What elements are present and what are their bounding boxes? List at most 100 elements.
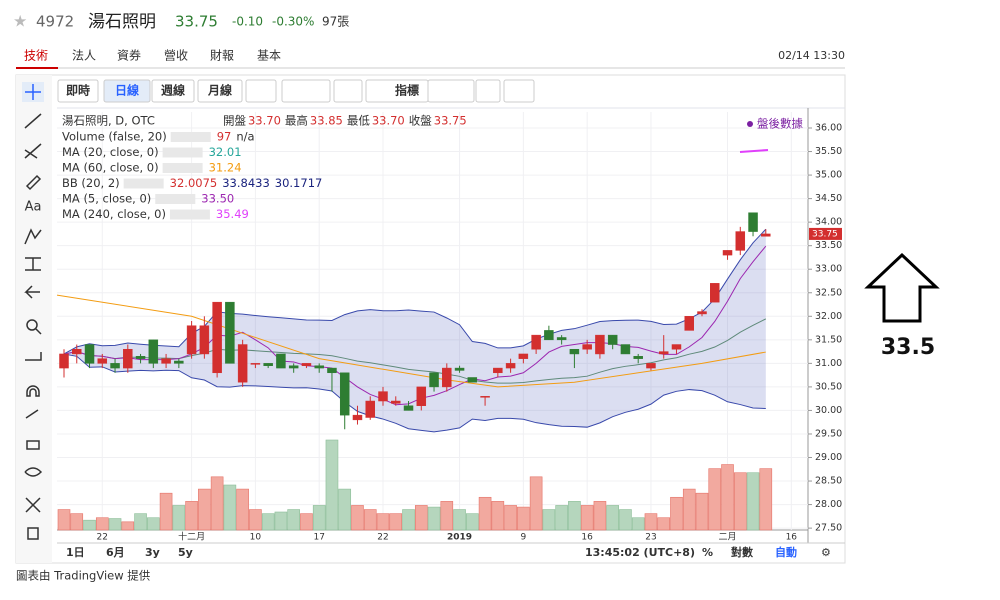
indicator-value: 35.49 <box>216 207 249 221</box>
volume-bar <box>504 505 517 531</box>
percent-toggle[interactable]: % <box>702 546 713 559</box>
candle-body <box>454 367 465 371</box>
candle-body <box>123 348 133 369</box>
candle-body <box>416 386 427 406</box>
icon-button[interactable] <box>475 79 501 103</box>
volume-bar <box>274 511 288 531</box>
range-button[interactable]: 6月 <box>106 546 125 559</box>
range-button[interactable]: 3y <box>145 546 160 559</box>
volume: 97張 <box>322 15 349 29</box>
candle-body <box>225 301 235 364</box>
indicator-controls[interactable] <box>123 178 164 189</box>
candle-body <box>212 301 222 374</box>
volume-bar <box>312 505 326 531</box>
volume-bar <box>491 501 505 531</box>
auto-toggle[interactable]: 自動 <box>775 545 797 559</box>
tab[interactable]: 資券 <box>117 48 141 63</box>
indicator-controls[interactable] <box>162 163 203 173</box>
log-toggle[interactable]: 對數 <box>731 545 753 559</box>
candle-body <box>671 344 682 350</box>
icon-button[interactable] <box>245 79 277 103</box>
tab[interactable]: 財報 <box>210 48 234 63</box>
tab[interactable]: 技術 <box>24 49 48 63</box>
volume-bar <box>287 509 300 531</box>
legend-title: 湯石照明, D, OTC <box>62 114 155 128</box>
volume-bar <box>261 513 275 531</box>
y-tick-label: 30.00 <box>815 405 842 416</box>
candle-body <box>391 400 401 404</box>
indicator-name: MA (5, close, 0) <box>62 192 151 206</box>
candle-body <box>429 372 439 388</box>
star[interactable]: ★ <box>13 12 27 31</box>
volume-bar <box>363 509 377 531</box>
candle-body <box>684 316 694 331</box>
toolbar-button[interactable] <box>103 79 151 103</box>
volume-bar <box>376 513 390 531</box>
volume-bar <box>402 509 415 531</box>
indicator-controls[interactable] <box>170 132 211 142</box>
toolbar-button[interactable] <box>151 79 195 103</box>
volume-bar <box>453 509 466 531</box>
candle-body <box>646 363 656 369</box>
volume-bar <box>108 518 122 531</box>
volume-bar <box>389 513 403 531</box>
x-tick-label: 16 <box>786 533 798 543</box>
datetime: 02/14 13:30 <box>778 49 845 62</box>
range-button[interactable]: 1日 <box>66 546 85 559</box>
indicator-controls[interactable] <box>162 147 203 158</box>
settings[interactable]: ⚙ <box>821 546 831 559</box>
volume-bar <box>695 492 709 531</box>
toolbar-label: 月線 <box>207 83 232 98</box>
candle-body <box>199 325 210 355</box>
volume-bar <box>300 513 313 531</box>
toolbar-button[interactable] <box>197 79 243 103</box>
icon-button[interactable] <box>503 79 535 103</box>
volume-bar <box>57 509 71 531</box>
volume-bar <box>249 509 262 531</box>
bottom-bar: 1日 6月 3y 5y 13:45:02 (UTC+8)% 對數 自動 ⚙ <box>66 545 831 559</box>
indicator-name: MA (20, close, 0) <box>62 145 159 159</box>
y-tick-label: 35.50 <box>815 146 842 157</box>
tab[interactable]: 法人 <box>72 49 96 63</box>
candle-body <box>327 367 337 374</box>
toolbar-label: 指標 <box>395 83 419 98</box>
indicator-value: 31.24 <box>209 161 242 175</box>
volume-bar <box>70 513 84 531</box>
volume-bar <box>644 513 658 531</box>
icon-button[interactable] <box>333 79 363 103</box>
tool-text[interactable]: Aa <box>25 200 42 215</box>
y-tick-label: 28.00 <box>815 499 842 510</box>
candle-body <box>276 353 286 369</box>
volume-bar <box>223 484 237 531</box>
volume-bar <box>159 492 173 531</box>
volume-bar <box>185 501 198 531</box>
tab[interactable]: 基本 <box>257 49 281 63</box>
range-button[interactable]: 5y <box>178 546 193 559</box>
volume-bar <box>580 505 594 531</box>
volume-bar <box>593 501 607 531</box>
volume-bar <box>708 468 722 531</box>
volume-bar <box>198 488 211 531</box>
tab[interactable]: 營收 <box>164 49 188 63</box>
candle-body <box>59 353 69 369</box>
indicator-controls[interactable] <box>155 194 196 204</box>
volume-bar <box>351 505 364 531</box>
candle-body <box>97 358 108 364</box>
icon-button[interactable] <box>281 79 331 103</box>
indicator-controls[interactable] <box>169 209 210 220</box>
toolbar-button[interactable] <box>57 79 99 103</box>
y-tick-label: 31.50 <box>815 334 842 345</box>
volume-bar <box>134 513 147 531</box>
candle-body <box>505 363 516 369</box>
candle-body <box>480 396 490 398</box>
candle-body <box>556 337 567 341</box>
toolbar: 即時 日線 週線 月線 指標 <box>57 79 535 103</box>
candle-body <box>263 363 273 366</box>
candle-body <box>761 233 771 237</box>
candle-body <box>237 344 248 383</box>
candle-body <box>722 250 733 256</box>
candle-body <box>186 325 197 355</box>
price: 33.75 <box>175 13 218 31</box>
icon-button[interactable] <box>427 79 475 103</box>
